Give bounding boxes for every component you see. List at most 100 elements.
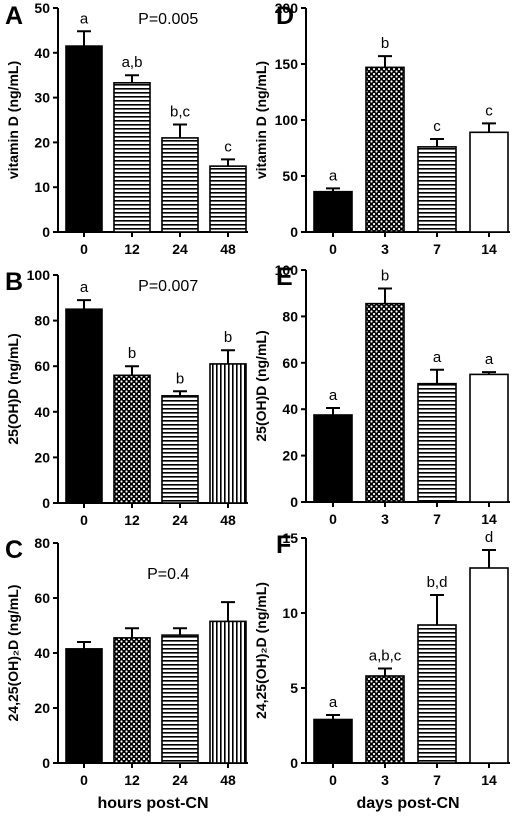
bar <box>313 190 353 233</box>
x-tick-label: 3 <box>381 511 389 527</box>
y-tick-label: 100 <box>27 267 51 283</box>
bar <box>469 373 509 503</box>
bar <box>161 634 199 764</box>
x-tick-label: 7 <box>433 772 441 788</box>
panel-letter: E <box>276 263 293 291</box>
y-tick-label: 150 <box>275 56 299 72</box>
significance-letter: b,d <box>427 574 448 591</box>
y-tick-label: 80 <box>34 313 50 329</box>
x-tick-label: 24 <box>172 772 188 788</box>
significance-letter: a <box>329 387 338 404</box>
error-bar <box>221 349 235 364</box>
p-value: P=0.007 <box>138 278 198 295</box>
error-bar <box>378 55 392 68</box>
bar <box>65 648 103 764</box>
p-value: P=0.4 <box>147 566 189 583</box>
panel-a: 0 10 20 30 40 50 A 0 a 12 a,b 24 b,c 48 c P=0.005 vitami… <box>5 0 248 257</box>
bar <box>209 165 247 233</box>
error-bar <box>326 187 340 192</box>
y-tick-label: 50 <box>34 0 50 16</box>
x-tick-label: 0 <box>329 241 337 257</box>
y-tick-label: 60 <box>282 355 298 371</box>
y-tick-label: 40 <box>34 645 50 661</box>
x-tick-label: 12 <box>124 512 140 528</box>
error-bar <box>430 594 444 625</box>
error-bar <box>482 122 496 133</box>
error-bar <box>326 714 340 720</box>
error-bar <box>482 371 496 375</box>
x-axis-label: days post-CN <box>356 795 459 812</box>
bar <box>113 82 151 233</box>
y-axis-label: 24,25(OH)₂D (ng/mL) <box>5 585 21 722</box>
y-tick-label: 100 <box>275 262 299 278</box>
significance-letter: a <box>433 349 442 366</box>
significance-letter: a <box>80 279 89 296</box>
error-bar <box>77 30 91 47</box>
bar <box>209 620 247 764</box>
error-bar <box>326 407 340 415</box>
y-axis-label: 25(OH)D (ng/mL) <box>253 330 269 441</box>
x-tick-label: 12 <box>124 241 140 257</box>
bar <box>417 624 457 764</box>
x-tick-label: 14 <box>481 241 497 257</box>
bar <box>161 137 199 233</box>
x-tick-label: 0 <box>80 772 88 788</box>
y-tick-label: 30 <box>34 90 50 106</box>
significance-letter: b <box>176 370 184 387</box>
y-tick-label: 0 <box>290 755 298 771</box>
significance-letter: b <box>128 345 136 362</box>
panel-letter: B <box>5 268 23 296</box>
bar <box>313 718 353 764</box>
panel-letter: F <box>276 531 291 559</box>
bar <box>65 45 103 233</box>
x-tick-label: 24 <box>172 512 188 528</box>
error-bar <box>125 627 139 638</box>
panel-letter: D <box>276 2 294 30</box>
y-tick-label: 10 <box>282 605 298 621</box>
bar <box>469 567 509 764</box>
y-tick-label: 80 <box>34 535 50 551</box>
bar <box>313 414 353 503</box>
y-tick-label: 50 <box>282 168 298 184</box>
bar <box>65 308 103 504</box>
y-tick-label: 15 <box>282 530 298 546</box>
p-value: P=0.005 <box>138 11 198 28</box>
y-tick-label: 200 <box>275 0 299 16</box>
y-tick-label: 80 <box>282 308 298 324</box>
bar <box>161 395 199 504</box>
x-tick-label: 48 <box>220 241 236 257</box>
significance-letter: c <box>485 102 493 119</box>
y-tick-label: 0 <box>290 494 298 510</box>
y-tick-label: 5 <box>290 680 298 696</box>
y-tick-label: 40 <box>282 401 298 417</box>
significance-letter: b,c <box>170 103 191 120</box>
y-tick-label: 0 <box>42 224 50 240</box>
error-bar <box>430 368 444 384</box>
y-axis-label: vitamin D (ng/mL) <box>253 61 269 179</box>
significance-letter: a <box>485 351 494 368</box>
bar <box>365 302 405 503</box>
x-tick-label: 48 <box>220 512 236 528</box>
y-axis-label: vitamin D (ng/mL) <box>5 61 21 179</box>
significance-letter: c <box>224 138 232 155</box>
x-tick-label: 0 <box>329 772 337 788</box>
error-bar <box>77 299 91 310</box>
y-axis-label: 25(OH)D (ng/mL) <box>5 333 21 444</box>
y-tick-label: 20 <box>34 449 50 465</box>
significance-letter: a,b <box>122 54 143 71</box>
error-bar <box>482 549 496 568</box>
significance-letter: b <box>381 268 389 285</box>
x-tick-label: 12 <box>124 772 140 788</box>
bar <box>113 374 151 504</box>
error-bar <box>125 365 139 376</box>
significance-letter: a <box>329 694 338 711</box>
x-tick-label: 3 <box>381 772 389 788</box>
significance-letter: b <box>381 35 389 52</box>
bar <box>417 146 457 233</box>
error-bar <box>173 390 187 396</box>
error-bar <box>378 287 392 304</box>
error-bar <box>173 627 187 636</box>
